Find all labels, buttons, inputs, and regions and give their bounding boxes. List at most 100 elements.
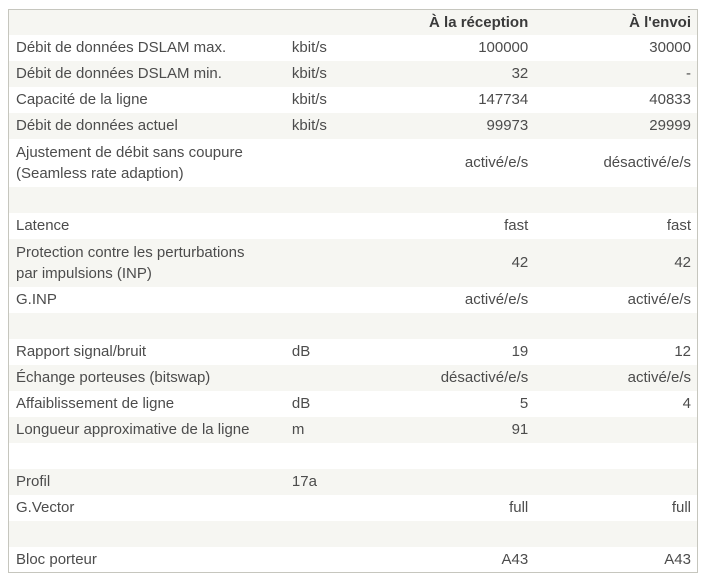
row-unit [292,213,392,239]
row-unit [292,521,392,547]
row-label: Rapport signal/bruit [16,343,147,360]
row-label: Affaiblissement de ligne [16,395,175,412]
table-row: Échange porteuses (bitswap) désactivé/e/s… [8,364,698,391]
table-row: Ajustement de débit sans coupure (Seamles… [9,139,698,187]
row-unit [292,313,392,339]
row-unit [292,187,392,213]
row-value-reception: 91 [511,421,529,438]
row-value-envoi: désactivé/e/s [603,154,691,171]
row-value-reception: full [509,499,529,516]
row-value-envoi [538,313,697,339]
row-unit: kbit/s [291,39,327,56]
dsl-table-body: Débit de données DSLAM max. kbit/s 100000 3… [8,35,698,573]
row-value-reception: 19 [511,343,529,360]
row-value-envoi: fast [666,217,691,234]
row-label: Profil [16,473,51,490]
dsl-info-table: À la réception À l'envoi Débit de donnée… [8,9,698,573]
row-label: Débit de données actuel [16,117,178,134]
row-value-envoi [538,417,697,443]
row-value-envoi: 42 [674,254,691,271]
row-value-reception [392,443,538,469]
row-label [9,521,292,547]
row-value-envoi: activé/e/s [627,369,691,386]
table-row: Débit de données DSLAM min. kbit/s 32 - [8,60,698,87]
table-row: Latence fast fast [9,213,698,239]
row-unit [292,495,392,521]
table-header-row: À la réception À l'envoi [8,9,698,35]
row-label: G.Vector [16,499,75,516]
row-value-envoi: 29999 [649,117,691,134]
row-label: Débit de données DSLAM min. [16,65,222,82]
row-unit [292,443,392,469]
row-label: Capacité de la ligne [16,91,148,108]
row-value-envoi: 40833 [649,91,691,108]
row-unit: kbit/s [291,65,327,82]
row-value-envoi [538,521,697,547]
row-value-reception: 42 [511,254,529,271]
table-row: G.INP activé/e/s activé/e/s [9,287,698,313]
row-unit: dB [291,395,311,412]
row-value-reception: 100000 [478,39,529,56]
row-unit: kbit/s [291,117,327,134]
row-unit [292,287,392,313]
header-unit-column [292,10,392,35]
table-row: Capacité de la ligne kbit/s 147734 40833 [9,87,698,113]
spacer-row [8,312,698,339]
row-unit: dB [291,343,311,360]
row-unit [292,547,392,573]
row-value-envoi [538,443,697,469]
row-value-envoi: - [686,65,691,82]
row-label: Débit de données DSLAM max. [16,39,227,56]
row-unit [292,365,392,391]
table-row: Débit de données actuel kbit/s 99973 29999 [8,112,698,139]
row-value-reception: 99973 [486,117,529,134]
row-value-reception: fast [504,217,529,234]
header-label-column [9,10,292,35]
row-value-reception: activé/e/s [464,154,529,171]
row-value-reception: 147734 [478,91,529,108]
row-value-reception: A43 [501,550,529,568]
row-label [9,443,292,469]
table-row: G.Vector full full [9,495,698,521]
table-row: Bloc porteur A43 A43 [9,547,698,573]
header-envoi: À l'envoi [629,13,691,31]
row-value-envoi: full [671,499,691,516]
table-row: Débit de données DSLAM max. kbit/s 100000 3… [9,35,698,61]
row-value-envoi: activé/e/s [627,291,691,308]
row-unit: kbit/s [291,91,327,108]
row-value-envoi [538,187,697,213]
row-label: G.INP [16,291,57,308]
row-value-reception [392,187,538,213]
row-label: Latence [16,217,70,234]
spacer-row [9,443,698,469]
row-unit [292,239,392,287]
row-value-reception: 5 [519,395,529,412]
row-value-reception: 32 [511,65,529,82]
spacer-row [8,186,698,213]
row-value-envoi: 30000 [649,39,691,56]
row-value-envoi: 12 [674,343,691,360]
row-unit [292,139,392,187]
row-value-reception: désactivé/e/s [440,369,529,386]
row-label: Bloc porteur [16,550,97,568]
row-unit: m [291,421,305,438]
table-row: Profil 17a [8,468,698,495]
row-value-reception [392,469,538,495]
row-value-reception [392,313,538,339]
table-row: Protection contre les perturbations par i… [8,238,698,287]
row-label [9,187,292,213]
row-label: Ajustement de débit sans coupure (Seamles… [16,143,243,182]
spacer-row [8,520,698,547]
table-row: Rapport signal/bruit dB 19 12 [9,339,698,365]
row-label: Échange porteuses (bitswap) [16,369,211,386]
row-value-reception [392,521,538,547]
header-reception: À la réception [429,13,529,31]
row-value-envoi: A43 [664,550,691,568]
table-row: Affaiblissement de ligne dB 5 4 [9,391,698,417]
row-label: Longueur approximative de la ligne [16,421,250,438]
row-value-envoi: 4 [682,395,691,412]
row-unit: 17a [291,473,317,490]
table-row: Longueur approximative de la ligne m 91 [8,416,698,443]
row-label [9,313,292,339]
